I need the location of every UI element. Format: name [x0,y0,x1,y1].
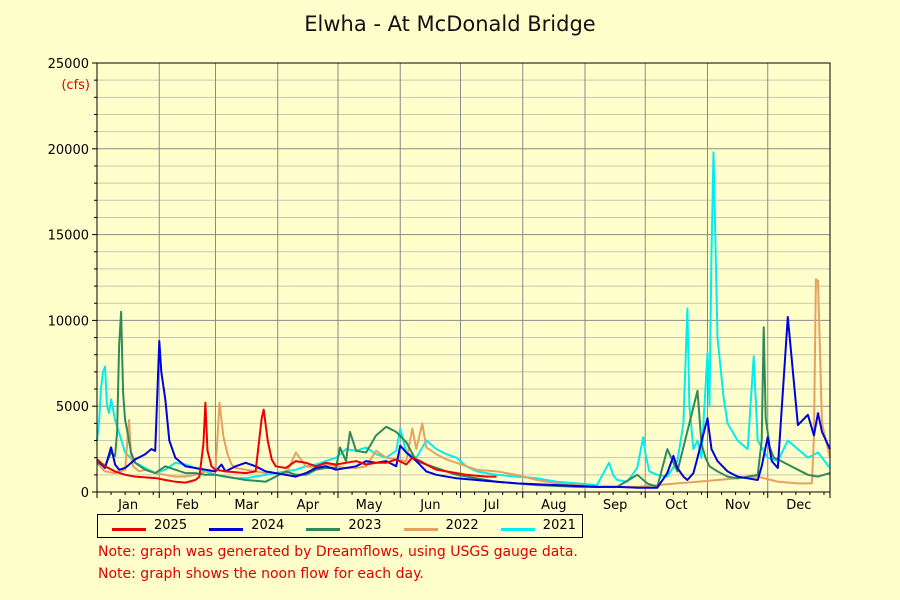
y-tick-label: 10000 [48,314,89,329]
x-tick-label-month: May [356,498,383,513]
y-tick-label: 5000 [56,400,89,415]
y-tick-label: 20000 [48,143,89,158]
y-axis-unit-label: (cfs) [61,78,90,93]
x-tick-label-month: Feb [176,498,199,513]
x-tick-label-month: Sep [603,498,628,513]
legend-swatch [209,528,244,531]
x-tick-label-month: Nov [725,498,751,513]
x-tick-label-month: Jan [117,498,138,513]
series-line-2024 [96,316,831,489]
legend-label: 2023 [348,518,382,533]
legend-swatch [112,528,146,531]
x-tick-label-month: Mar [234,498,259,513]
legend-label: 2024 [251,518,285,533]
y-tick-label: 0 [81,486,89,501]
note-source: Note: graph was generated by Dreamflows,… [98,544,578,560]
plot-frame [96,62,831,493]
x-tick-label-month: Aug [541,498,566,513]
series-line-2021 [96,151,831,487]
x-tick-label-month: Dec [786,498,811,513]
x-tick-label-month: Jul [483,498,500,513]
legend-label: 2022 [445,518,479,533]
legend-swatch [500,528,535,531]
legend-swatch [306,528,341,531]
note-noon-flow: Note: graph shows the noon flow for each… [98,566,424,582]
y-tick-label: 15000 [48,229,89,244]
chart-title: Elwha - At McDonald Bridge [304,12,596,36]
x-tick-label-month: Apr [297,498,320,513]
legend-label: 2025 [154,518,188,533]
y-tick-label: 25000 [48,57,89,72]
legend-swatch [403,528,438,531]
x-tick-label-month: Oct [665,498,687,513]
legend-label: 2021 [542,518,576,533]
series-line-2022 [96,278,831,488]
x-tick-label-month: Jun [419,498,440,513]
series-line-2025 [96,401,497,484]
legend: 2025 2024 2023 2022 2021 [97,514,583,538]
